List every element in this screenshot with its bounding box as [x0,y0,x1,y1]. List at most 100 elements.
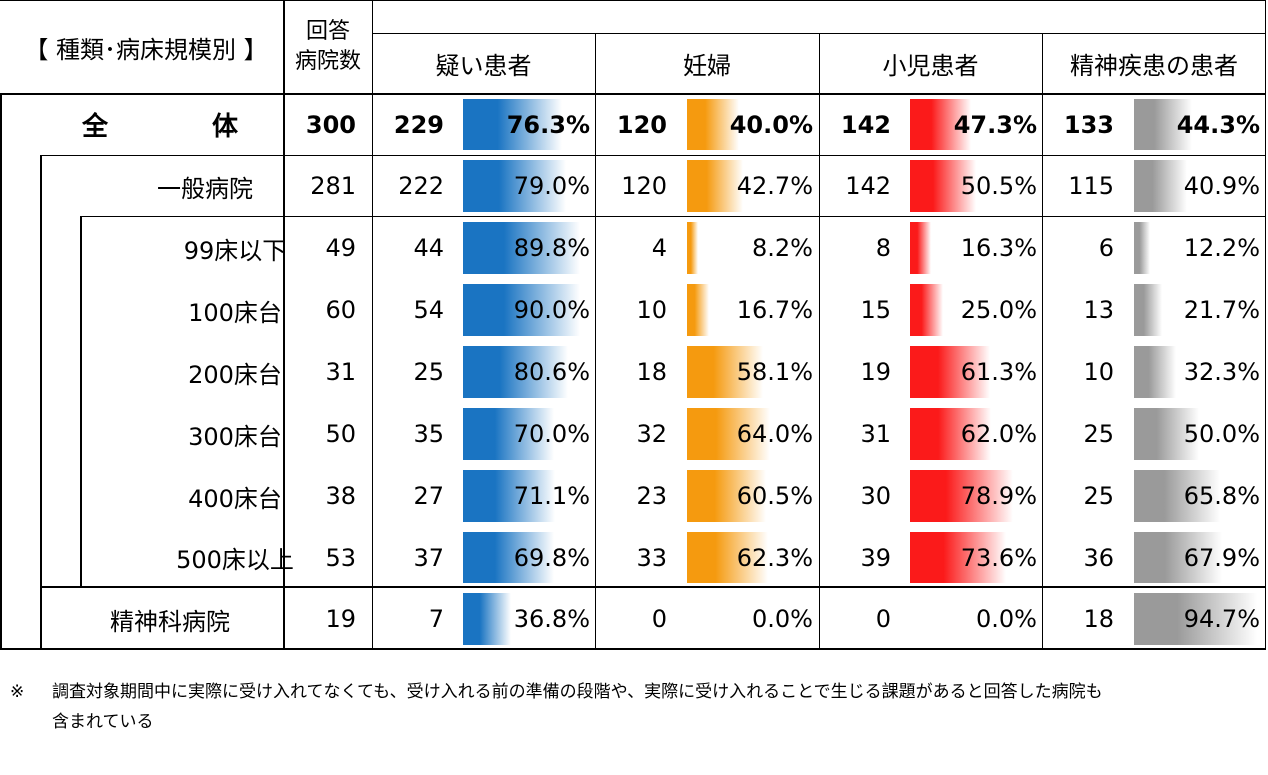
row-label: 全 体 [81,112,238,142]
count-pregnant: 4 [651,234,667,262]
bar-suspected [463,222,580,274]
bar-suspected [463,593,511,645]
table-row: 99床以下 49 44 89.8% 4 8.2% 8 16.3% 6 12.2% [0,217,1268,279]
percent-pediatric: 62.0% [960,420,1037,448]
bar-pediatric [910,346,990,398]
row-label: 400床台 [188,484,282,513]
count-psychiatric: 25 [1083,420,1114,448]
count-suspected: 54 [413,296,444,324]
count-pediatric: 8 [875,234,891,262]
grid-header-bottom [0,93,1266,95]
count-pediatric: 0 [875,605,891,633]
bar-suspected [463,99,563,150]
count-suspected: 222 [398,172,444,200]
column-header-pregnant: 妊婦 [683,52,731,80]
count-suspected: 44 [413,234,444,262]
table-row: 500床以上 53 37 69.8% 33 62.3% 39 73.6% 36 67.9% [0,527,1268,588]
table-row: 100床台 60 54 90.0% 10 16.7% 15 25.0% 13 21.7% [0,279,1268,341]
table-row: 全 体 300 229 76.3% 120 40.0% 142 47.3% 133 44.3% [0,94,1268,155]
count-pregnant: 18 [636,358,667,386]
footnote: ※ 調査対象期間中に実際に受け入れてなくても、受け入れる前の準備の段階や、実際に… [0,678,1268,748]
percent-pediatric: 78.9% [960,482,1037,510]
count-pediatric: 142 [840,110,891,139]
percent-psychiatric: 40.9% [1183,172,1260,200]
count-pregnant: 0 [651,605,667,633]
respondents-count: 300 [305,110,356,139]
bar-psychiatric [1134,408,1199,460]
percent-pregnant: 42.7% [736,172,813,200]
count-psychiatric: 115 [1068,172,1114,200]
bar-suspected [463,470,556,522]
count-pregnant: 23 [636,482,667,510]
percent-pregnant: 64.0% [736,420,813,448]
bar-pregnant [687,532,768,583]
bar-pediatric [910,222,932,274]
bar-pediatric [910,408,991,460]
grid-col-psychiatric [1042,33,1043,650]
grid-col-pediatric [819,33,820,650]
row-label: 一般病院 [157,174,253,203]
count-psychiatric: 6 [1098,234,1114,262]
count-psychiatric: 36 [1083,543,1114,572]
percent-pregnant: 0.0% [752,605,813,633]
count-psychiatric: 10 [1083,358,1114,386]
bar-suspected [463,284,580,336]
percent-psychiatric: 32.3% [1183,358,1260,386]
column-header-suspected: 疑い患者 [435,52,532,80]
grid-left [0,93,2,650]
percent-suspected: 36.8% [513,605,590,633]
respondents-count: 31 [325,358,356,386]
percent-pregnant: 60.5% [736,482,813,510]
count-psychiatric: 25 [1083,482,1114,510]
respondents-count: 49 [325,234,356,262]
percent-psychiatric: 67.9% [1183,543,1260,572]
bar-suspected [463,532,554,583]
table-row: 300床台 50 35 70.0% 32 64.0% 31 62.0% 25 50.0% [0,403,1268,465]
percent-suspected: 80.6% [513,358,590,386]
bar-suspected [463,346,568,398]
percent-suspected: 70.0% [513,420,590,448]
respondents-count: 281 [310,172,356,200]
percent-pregnant: 16.7% [736,296,813,324]
respondents-count: 38 [325,482,356,510]
count-pediatric: 15 [860,296,891,324]
bar-pregnant [687,160,743,212]
bar-suspected [463,408,554,460]
percent-psychiatric: 50.0% [1183,420,1260,448]
percent-suspected: 79.0% [513,172,590,200]
respondents-count: 50 [325,420,356,448]
row-label: 99床以下 [183,236,287,265]
table-row: 精神科病院 19 7 36.8% 0 0.0% 0 0.0% 18 94.7% [0,588,1268,650]
table-row: 200床台 31 25 80.6% 18 58.1% 19 61.3% 10 32.3% [0,341,1268,403]
percent-psychiatric: 44.3% [1176,110,1260,139]
percent-suspected: 89.8% [513,234,590,262]
percent-pediatric: 25.0% [960,296,1037,324]
bar-psychiatric [1134,346,1176,398]
grid-col-suspected [372,0,373,650]
count-suspected: 27 [413,482,444,510]
count-pediatric: 19 [860,358,891,386]
count-psychiatric: 18 [1083,605,1114,633]
bar-psychiatric [1134,284,1163,336]
grid-bottom [0,648,1266,650]
grid-indent-2 [80,216,82,587]
percent-pediatric: 16.3% [960,234,1037,262]
footnote-line-1: 調査対象期間中に実際に受け入れてなくても、受け入れる前の準備の段階や、実際に受け… [52,682,1103,702]
bar-psychiatric [1134,222,1150,274]
category-header: 【 種類･病床規模別 】 [24,35,268,64]
percent-pediatric: 61.3% [960,358,1037,386]
bar-suspected [463,160,566,212]
bar-pediatric [910,284,943,336]
row-label: 100床台 [188,298,282,327]
count-psychiatric: 13 [1083,296,1114,324]
count-pediatric: 142 [845,172,891,200]
grid-col-respondents [283,0,285,650]
count-suspected: 25 [413,358,444,386]
count-pediatric: 39 [860,543,891,572]
row-label: 200床台 [188,360,282,389]
count-pediatric: 30 [860,482,891,510]
bar-pregnant [687,99,739,150]
percent-suspected: 76.3% [506,110,590,139]
column-header-pediatric: 小児患者 [882,52,979,80]
percent-suspected: 90.0% [513,296,590,324]
